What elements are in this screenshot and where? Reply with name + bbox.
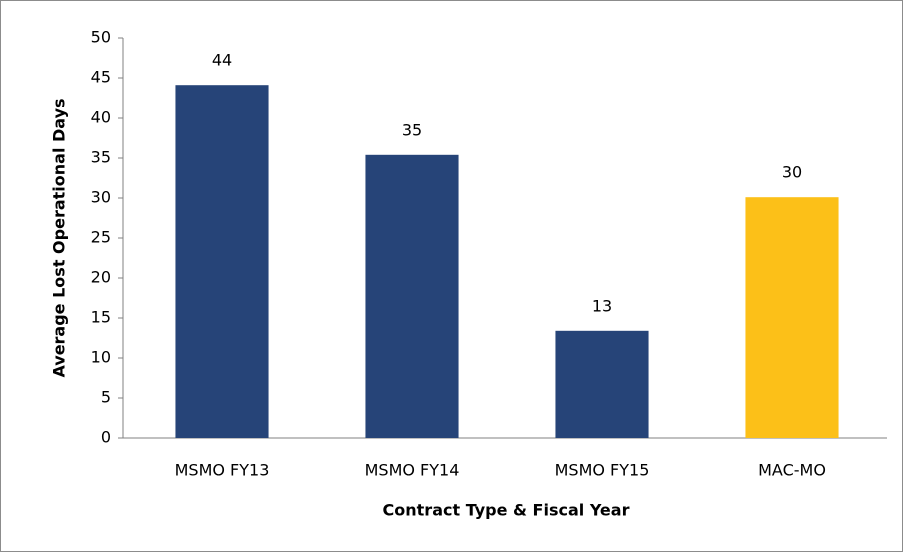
x-tick-label: MSMO FY15	[555, 461, 650, 480]
y-tick-label: 0	[101, 428, 111, 447]
y-tick-label: 35	[91, 148, 111, 167]
data-label: 13	[592, 296, 612, 315]
data-label: 35	[402, 120, 422, 139]
data-label: 44	[212, 51, 232, 70]
y-tick-label: 15	[91, 308, 111, 327]
bar	[745, 197, 839, 438]
y-tick-label: 5	[101, 388, 111, 407]
y-tick-label: 40	[91, 108, 111, 127]
y-tick-label: 45	[91, 68, 111, 87]
y-tick-label: 30	[91, 188, 111, 207]
x-tick-label: MAC-MO	[758, 461, 826, 480]
y-axis-title: Average Lost Operational Days	[50, 98, 69, 377]
bar	[365, 154, 459, 439]
y-tick-label: 20	[91, 268, 111, 287]
y-tick-label: 50	[91, 28, 111, 47]
x-tick-label: MSMO FY14	[365, 461, 460, 480]
data-label: 30	[782, 163, 802, 182]
bar	[175, 85, 269, 438]
y-tick-label: 25	[91, 228, 111, 247]
x-tick-label: MSMO FY13	[175, 461, 270, 480]
y-tick-label: 10	[91, 348, 111, 367]
x-axis-title: Contract Type & Fiscal Year	[383, 501, 630, 520]
bar	[555, 330, 649, 438]
